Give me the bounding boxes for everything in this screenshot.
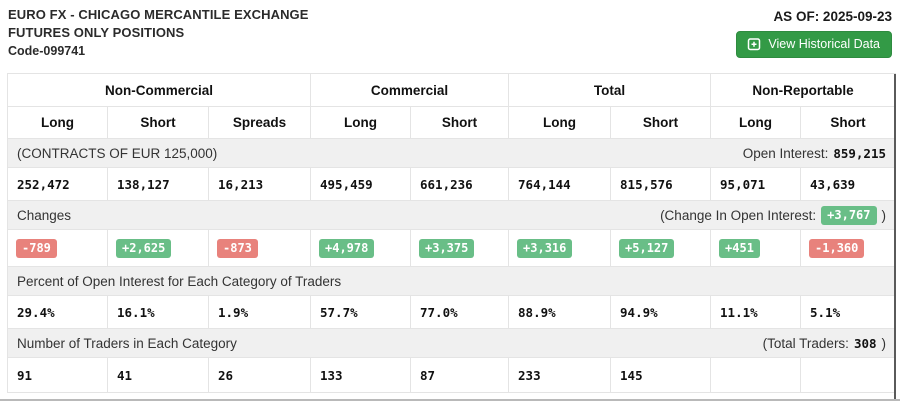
changes-label: Changes — [17, 207, 72, 223]
percent-row: 29.4% 16.1% 1.9% 57.7% 77.0% 88.9% 94.9%… — [7, 295, 897, 329]
view-historical-data-label: View Historical Data — [768, 37, 880, 51]
column-header: Short — [107, 106, 209, 139]
traders-cell: 91 — [7, 357, 108, 393]
report-titles: EURO FX - CHICAGO MERCANTILE EXCHANGE FU… — [8, 6, 309, 60]
as-of-date: AS OF: 2025-09-23 — [773, 9, 892, 24]
cot-table: Non-Commercial Commercial Total Non-Repo… — [6, 73, 897, 393]
traders-cell: 145 — [610, 357, 712, 393]
position-cell: 815,576 — [610, 167, 712, 201]
position-cell: 252,472 — [7, 167, 108, 201]
column-header: Short — [409, 106, 510, 139]
percent-band-row: Percent of Open Interest for Each Catego… — [6, 266, 897, 296]
traders-cell — [710, 357, 802, 393]
position-cell: 95,071 — [710, 167, 802, 201]
open-interest-label: Open Interest: — [742, 145, 829, 161]
change-cell: +4,978 — [310, 229, 411, 267]
positions-row: 252,472 138,127 16,213 495,459 661,236 7… — [7, 167, 897, 201]
column-header: Long — [508, 106, 612, 139]
percent-label: Percent of Open Interest for Each Catego… — [17, 273, 342, 289]
report-subtitle: FUTURES ONLY POSITIONS — [8, 25, 185, 40]
percent-cell: 5.1% — [800, 295, 897, 329]
total-traders-prefix: (Total Traders: — [762, 335, 849, 351]
percent-cell: 16.1% — [107, 295, 209, 329]
change-oi-badge: +3,767 — [821, 205, 877, 225]
change-cell: +3,375 — [409, 229, 510, 267]
scrollbar[interactable] — [894, 74, 896, 401]
change-cell: -873 — [208, 229, 311, 267]
column-header: Short — [800, 106, 897, 139]
change-cell: +3,316 — [508, 229, 612, 267]
changes-band-row: Changes (Change In Open Interest: +3,767… — [6, 200, 897, 230]
percent-cell: 1.9% — [208, 295, 311, 329]
change-badge: +3,316 — [517, 238, 573, 258]
change-cell: -1,360 — [800, 229, 897, 267]
change-oi-suffix: ) — [881, 207, 887, 223]
contracts-band-row: (CONTRACTS OF EUR 125,000) Open Interest… — [6, 138, 897, 168]
traders-cell: 87 — [409, 357, 510, 393]
column-header: Long — [7, 106, 108, 139]
percent-cell: 11.1% — [710, 295, 802, 329]
column-header-row: Long Short Spreads Long Short Long Short… — [7, 106, 897, 139]
column-header: Long — [710, 106, 802, 139]
traders-cell: 41 — [107, 357, 209, 393]
position-cell: 495,459 — [310, 167, 411, 201]
traders-cell: 233 — [508, 357, 612, 393]
header-right-block: AS OF: 2025-09-23 View Historical Data — [736, 9, 892, 58]
change-cell: +5,127 — [610, 229, 712, 267]
change-badge: +451 — [719, 238, 760, 258]
open-interest-value: 859,215 — [833, 145, 887, 161]
change-badge: +4,978 — [319, 238, 375, 258]
column-header: Long — [310, 106, 411, 139]
traders-cell: 133 — [310, 357, 411, 393]
traders-cell: 26 — [208, 357, 311, 393]
change-badge: -873 — [217, 238, 258, 258]
position-cell: 764,144 — [508, 167, 612, 201]
report-code: Code-099741 — [8, 44, 86, 58]
change-oi-prefix: (Change In Open Interest: — [660, 207, 817, 223]
percent-cell: 88.9% — [508, 295, 612, 329]
group-header-non-commercial: Non-Commercial — [7, 73, 311, 107]
percent-cell: 57.7% — [310, 295, 411, 329]
bottom-divider — [0, 399, 900, 401]
calendar-plus-icon — [747, 37, 761, 51]
change-badge: +5,127 — [619, 238, 675, 258]
page-header: EURO FX - CHICAGO MERCANTILE EXCHANGE FU… — [0, 0, 900, 73]
contracts-label: (CONTRACTS OF EUR 125,000) — [17, 145, 218, 161]
position-cell: 43,639 — [800, 167, 897, 201]
change-badge: +3,375 — [419, 238, 475, 258]
percent-cell: 94.9% — [610, 295, 712, 329]
change-badge: -789 — [16, 238, 57, 258]
percent-cell: 29.4% — [7, 295, 108, 329]
position-cell: 16,213 — [208, 167, 311, 201]
traders-cell — [800, 357, 897, 393]
traders-row: 91 41 26 133 87 233 145 — [7, 357, 897, 393]
report-title: EURO FX - CHICAGO MERCANTILE EXCHANGE — [8, 7, 309, 22]
position-cell: 138,127 — [107, 167, 209, 201]
view-historical-data-button[interactable]: View Historical Data — [736, 31, 892, 58]
total-traders-suffix: ) — [881, 335, 887, 351]
percent-cell: 77.0% — [409, 295, 510, 329]
total-traders-value: 308 — [853, 335, 877, 351]
traders-label: Number of Traders in Each Category — [17, 335, 237, 351]
change-cell: +451 — [710, 229, 802, 267]
change-cell: +2,625 — [107, 229, 209, 267]
group-header-total: Total — [508, 73, 712, 107]
column-header: Spreads — [208, 106, 311, 139]
group-header-commercial: Commercial — [309, 73, 510, 107]
change-cell: -789 — [7, 229, 108, 267]
position-cell: 661,236 — [409, 167, 510, 201]
change-badge: +2,625 — [116, 238, 172, 258]
group-header-row: Non-Commercial Commercial Total Non-Repo… — [7, 73, 897, 107]
column-header: Short — [610, 106, 712, 139]
group-header-non-reportable: Non-Reportable — [710, 73, 897, 107]
traders-band-row: Number of Traders in Each Category (Tota… — [6, 328, 897, 358]
changes-row: -789 +2,625 -873 +4,978 +3,375 +3,316 +5… — [7, 229, 897, 267]
change-badge: -1,360 — [809, 238, 865, 258]
